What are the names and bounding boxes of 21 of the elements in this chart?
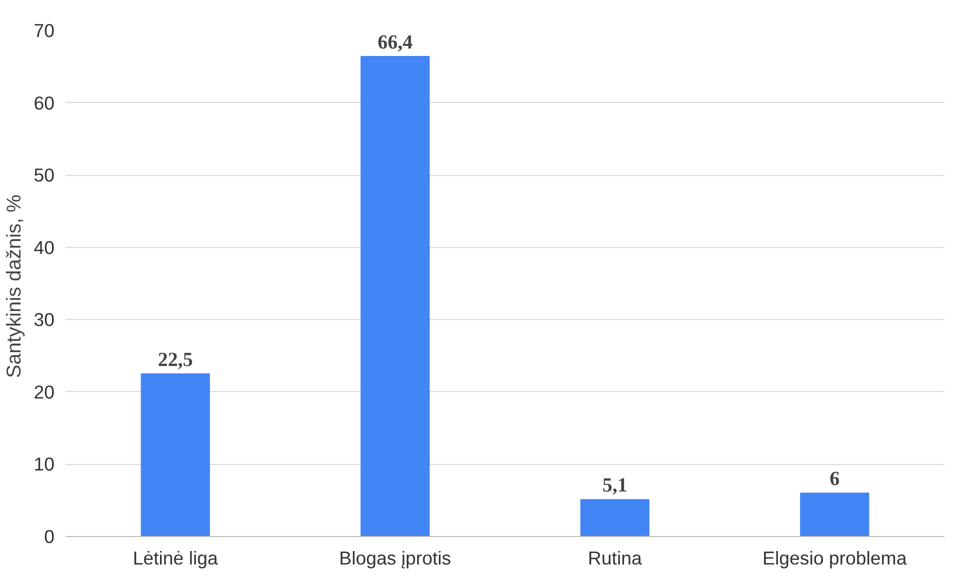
y-tick-label: 10	[34, 454, 55, 475]
y-axis-title: Santykinis dažnis, %	[4, 194, 26, 378]
data-label: 66,4	[378, 32, 413, 54]
data-label: 22,5	[158, 348, 193, 371]
x-tick-label: Blogas įprotis	[339, 548, 452, 568]
bar	[140, 373, 210, 536]
y-tick-label: 60	[34, 92, 55, 114]
y-tick-label: 0	[44, 526, 55, 547]
x-tick-label: Rutina	[588, 548, 642, 568]
bar	[360, 56, 430, 536]
y-tick-label: 70	[34, 20, 55, 41]
y-tick-label: 20	[34, 381, 55, 402]
x-tick-label: Lėtinė liga	[132, 548, 219, 568]
x-tick-label: Elgesio problema	[762, 548, 908, 568]
bar	[800, 492, 870, 536]
y-tick-label: 40	[34, 236, 55, 258]
y-tick-label: 50	[34, 164, 55, 186]
data-label: 6	[830, 468, 840, 490]
data-label: 5,1	[602, 474, 628, 497]
bar	[580, 499, 650, 536]
y-tick-label: 30	[34, 309, 55, 330]
